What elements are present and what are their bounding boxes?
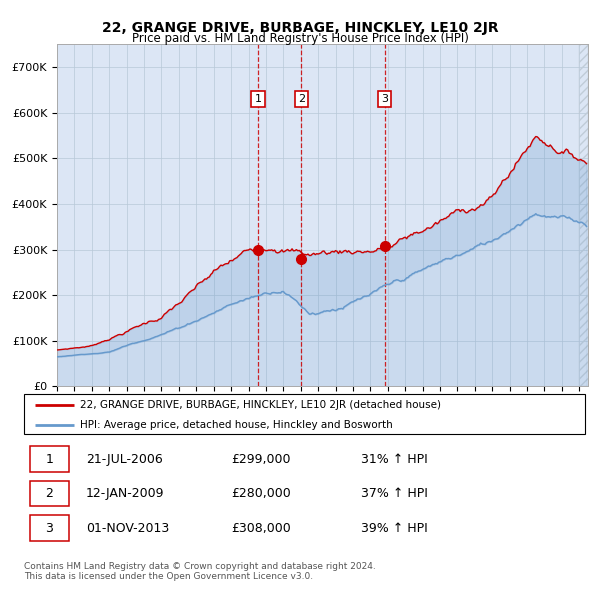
- Text: 2: 2: [298, 94, 305, 104]
- Text: 3: 3: [46, 522, 53, 535]
- Text: 21-JUL-2006: 21-JUL-2006: [86, 453, 163, 466]
- Text: £280,000: £280,000: [232, 487, 292, 500]
- Text: 1: 1: [46, 453, 53, 466]
- Text: HPI: Average price, detached house, Hinckley and Bosworth: HPI: Average price, detached house, Hinc…: [80, 420, 393, 430]
- FancyBboxPatch shape: [29, 481, 69, 506]
- Text: 31% ↑ HPI: 31% ↑ HPI: [361, 453, 427, 466]
- FancyBboxPatch shape: [29, 447, 69, 472]
- Text: Contains HM Land Registry data © Crown copyright and database right 2024.: Contains HM Land Registry data © Crown c…: [24, 562, 376, 571]
- Text: Price paid vs. HM Land Registry's House Price Index (HPI): Price paid vs. HM Land Registry's House …: [131, 32, 469, 45]
- Text: 22, GRANGE DRIVE, BURBAGE, HINCKLEY, LE10 2JR: 22, GRANGE DRIVE, BURBAGE, HINCKLEY, LE1…: [101, 21, 499, 35]
- Text: 12-JAN-2009: 12-JAN-2009: [86, 487, 164, 500]
- Text: 39% ↑ HPI: 39% ↑ HPI: [361, 522, 427, 535]
- FancyBboxPatch shape: [29, 516, 69, 541]
- Text: £299,000: £299,000: [232, 453, 291, 466]
- Text: 01-NOV-2013: 01-NOV-2013: [86, 522, 169, 535]
- Text: 3: 3: [382, 94, 388, 104]
- Text: This data is licensed under the Open Government Licence v3.0.: This data is licensed under the Open Gov…: [24, 572, 313, 581]
- Text: 37% ↑ HPI: 37% ↑ HPI: [361, 487, 427, 500]
- Text: 2: 2: [46, 487, 53, 500]
- Text: 22, GRANGE DRIVE, BURBAGE, HINCKLEY, LE10 2JR (detached house): 22, GRANGE DRIVE, BURBAGE, HINCKLEY, LE1…: [80, 400, 441, 410]
- Text: 1: 1: [254, 94, 262, 104]
- Text: £308,000: £308,000: [232, 522, 292, 535]
- FancyBboxPatch shape: [24, 394, 585, 434]
